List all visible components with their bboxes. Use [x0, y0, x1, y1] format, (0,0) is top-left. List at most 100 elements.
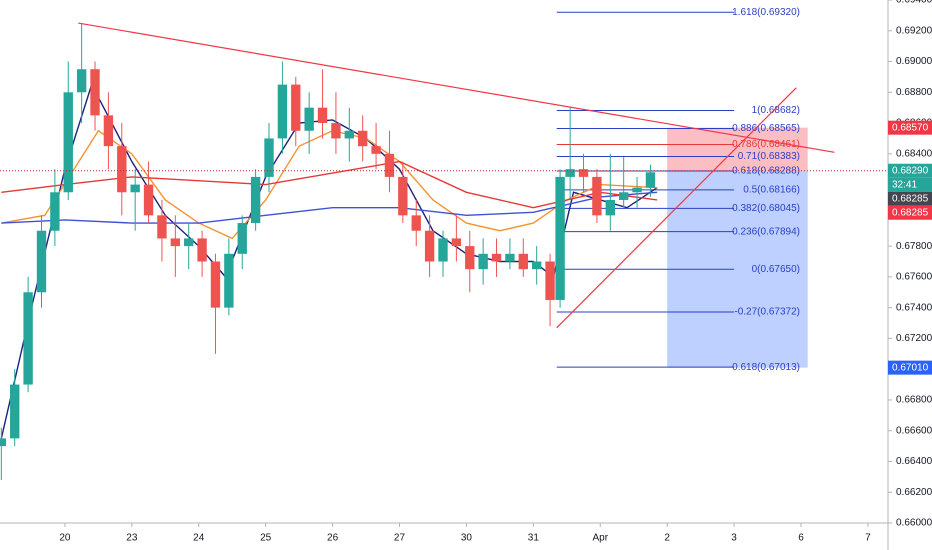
candle-body: [344, 130, 354, 139]
x-tick-label: 7: [865, 533, 871, 544]
x-tick-label: 6: [798, 533, 804, 544]
fib-label: 1.618(0.69320): [732, 7, 800, 18]
fib-label: 0(0.67650): [752, 264, 800, 275]
candle-body: [555, 176, 565, 300]
y-tick-label: 0.69400: [896, 0, 932, 6]
candle-body: [277, 84, 288, 139]
candle-body: [478, 253, 488, 270]
candle-body: [371, 146, 381, 154]
fib-label: 1(0.68682): [752, 105, 800, 116]
x-tick-label: 2: [664, 533, 670, 544]
candle-body: [170, 238, 181, 247]
candle-body: [317, 107, 328, 124]
x-tick-label: Apr: [592, 533, 608, 544]
candle-body: [157, 215, 167, 239]
price-label-bg: [888, 191, 932, 206]
candle-body: [130, 184, 140, 193]
price-label-bg: [888, 177, 932, 192]
x-tick-label: 30: [461, 533, 473, 544]
price-label: 0.68290: [892, 165, 929, 176]
candle-body: [63, 92, 73, 193]
candle-body: [197, 238, 207, 262]
price-label-bg: [888, 205, 932, 220]
fib-label: 0.786(0.68461): [732, 139, 800, 150]
y-tick-label: 0.68400: [896, 148, 932, 159]
x-tick-label: 31: [528, 533, 540, 544]
candle-body: [605, 199, 615, 216]
price-label: 0.68570: [892, 122, 929, 133]
candle-body: [505, 253, 515, 262]
axes: 0.66000 0.66200 0.66400 0.66600 0.66800 0.670…: [59, 0, 932, 544]
candle-body: [184, 238, 194, 247]
candle-body: [518, 253, 528, 270]
candle-body: [76, 69, 87, 93]
candle-body: [384, 153, 395, 177]
y-tick-label: 0.67200: [896, 333, 932, 344]
y-tick-label: 0.66000: [896, 518, 932, 529]
candle-body: [210, 261, 221, 308]
trendline: [78, 22, 835, 153]
candle-body: [304, 107, 314, 131]
y-tick-label: 0.66600: [896, 425, 932, 436]
y-tick-label: 0.67400: [896, 302, 932, 313]
candle-body: [10, 384, 20, 439]
candle-body: [645, 172, 656, 188]
fib-label: -0.27(0.67372): [734, 307, 800, 318]
fib-label: 0.236(0.67894): [732, 226, 800, 237]
candle-body: [618, 192, 629, 200]
candle-body: [411, 215, 421, 231]
candle-body: [578, 169, 589, 177]
y-tick-label: 0.66200: [896, 487, 932, 498]
x-tick-label: 3: [731, 533, 737, 544]
stop-zone: [667, 127, 808, 171]
price-label: 0.68285: [892, 193, 929, 204]
fib-label: 0.382(0.68045): [732, 203, 800, 214]
candle-body: [451, 238, 462, 247]
candle-body: [531, 261, 542, 270]
x-tick-label: 23: [126, 533, 138, 544]
candle-body: [592, 176, 602, 216]
candle-body: [0, 438, 7, 447]
candle-body: [424, 230, 435, 262]
candle-body: [358, 130, 368, 147]
candle-body: [438, 238, 448, 262]
candle-body: [632, 187, 642, 193]
y-tick-label: 0.67600: [896, 272, 932, 283]
y-tick-label: 0.67800: [896, 241, 932, 252]
plot-area: 1.618(0.69320) 1(0.68682) 0.886(0.68565) 0.…: [0, 7, 888, 480]
x-tick-label: 20: [59, 533, 71, 544]
y-tick-label: 0.66400: [896, 456, 932, 467]
candle-body: [331, 123, 341, 139]
price-label: 32:41: [892, 179, 917, 190]
candle-body: [565, 169, 575, 177]
trendline: [556, 87, 797, 329]
fib-label: 0.5(0.68166): [743, 184, 800, 195]
x-tick-label: 27: [394, 533, 406, 544]
candle-body: [264, 138, 274, 177]
y-tick-label: 0.66800: [896, 395, 932, 406]
price-label: 0.68285: [892, 207, 929, 218]
x-tick-label: 24: [193, 533, 205, 544]
candle-body: [143, 184, 154, 216]
candle-body: [36, 230, 47, 293]
candle-body: [237, 223, 247, 254]
candle-body: [291, 84, 301, 131]
moving-average: [1, 160, 658, 209]
y-tick-label: 0.69200: [896, 25, 932, 36]
fib-label: 0.71(0.68383): [738, 151, 800, 162]
candle-body: [117, 146, 127, 193]
candle-body: [224, 253, 234, 308]
candle-body: [545, 261, 555, 300]
candle-body: [491, 253, 502, 262]
candle-body: [398, 176, 408, 216]
fib-label: 0.618(0.68288): [732, 166, 800, 177]
candle-body: [103, 115, 114, 147]
price-label-bg: [888, 360, 932, 375]
candle-body: [23, 292, 33, 385]
price-label-bg: [888, 120, 932, 135]
fib-label: -0.618(0.67013): [729, 362, 800, 373]
y-tick-label: 0.68800: [896, 87, 932, 98]
candle-body: [250, 176, 261, 224]
